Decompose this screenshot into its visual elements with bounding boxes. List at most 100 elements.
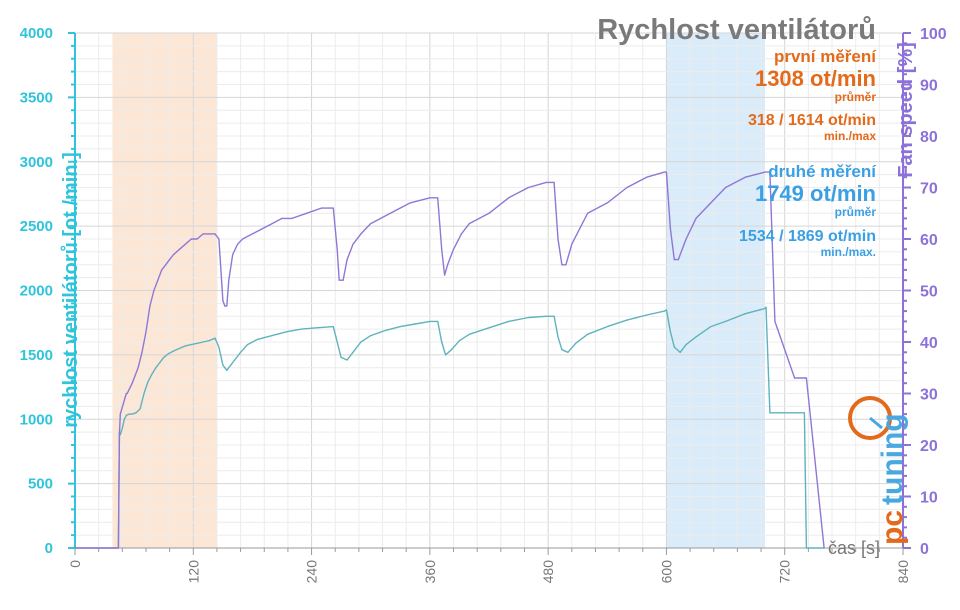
series-point-rpm — [445, 354, 447, 356]
series-point-percent — [695, 217, 697, 219]
first-measurement-minmax: 318 / 1614 ot/min — [748, 112, 876, 129]
series-point-rpm — [352, 351, 354, 353]
y-right-tick-label: 0 — [920, 541, 929, 558]
series-point-percent — [281, 217, 283, 219]
axes — [68, 32, 911, 555]
tick-labels: 0500100015002000250030003500400001020304… — [20, 25, 947, 583]
second-measurement-average: 1749 ot/min — [755, 181, 876, 206]
series-point-percent — [557, 238, 559, 240]
series-point-percent — [214, 233, 216, 235]
series-point-rpm — [545, 315, 547, 317]
x-tick-label: 480 — [540, 560, 556, 584]
series-point-rpm — [370, 334, 372, 337]
series-point-percent — [744, 176, 746, 178]
series-point-percent — [805, 377, 808, 379]
series-point-percent — [527, 186, 530, 189]
series-point-percent — [646, 176, 648, 178]
series-point-percent — [117, 547, 119, 549]
series-point-percent — [208, 233, 210, 235]
series-point-percent — [370, 222, 372, 225]
series-point-percent — [823, 547, 825, 549]
series-point-percent — [119, 413, 121, 415]
series-point-percent — [251, 233, 254, 235]
series-point-percent — [769, 171, 771, 173]
series-point-rpm — [125, 414, 127, 416]
series-point-rpm — [123, 418, 125, 420]
series-point-percent — [441, 248, 443, 250]
series-point-percent — [226, 305, 228, 307]
second-measurement-minmax-label: min./max. — [821, 245, 876, 259]
series-point-rpm — [271, 334, 273, 337]
series-point-percent — [352, 243, 354, 245]
series-point-rpm — [437, 320, 439, 322]
y-left-tick-label: 2000 — [20, 283, 53, 300]
series-point-rpm — [458, 340, 461, 342]
series-point-percent — [291, 217, 293, 219]
series-point-percent — [332, 207, 334, 209]
y-right-tick-label: 60 — [920, 232, 938, 249]
series-point-rpm — [184, 345, 186, 347]
y-left-tick-label: 4000 — [20, 25, 53, 42]
x-tick-label: 360 — [422, 560, 438, 584]
series-point-percent — [172, 253, 175, 256]
series-point-percent — [306, 212, 308, 214]
chart-title: Rychlost ventilátorů — [597, 14, 876, 46]
series-point-rpm — [765, 306, 767, 308]
series-point-percent — [685, 238, 687, 240]
series-point-percent — [149, 305, 151, 307]
y-left-tick-label: 1000 — [20, 411, 53, 428]
series-point-rpm — [553, 315, 555, 317]
first-measurement-heading: první měření — [774, 47, 877, 66]
series-point-rpm — [567, 351, 569, 353]
series-point-rpm — [805, 547, 808, 549]
series-point-rpm — [561, 349, 563, 351]
series-point-rpm — [399, 325, 401, 328]
series-point-percent — [793, 377, 796, 379]
second-measurement-heading: druhé měření — [768, 162, 877, 181]
series-line-percent — [75, 171, 825, 549]
logo-text-tuning: tuning — [876, 413, 909, 505]
series-point-percent — [137, 367, 139, 369]
series-point-percent — [663, 171, 666, 173]
series-point-percent — [724, 186, 727, 189]
series-point-percent — [710, 202, 712, 204]
series-point-rpm — [196, 342, 198, 344]
series-point-percent — [764, 171, 766, 173]
series-point-rpm — [155, 367, 157, 369]
series-point-rpm — [441, 341, 443, 343]
series-point-rpm — [673, 346, 675, 348]
series-point-percent — [460, 233, 462, 235]
series-point-rpm — [685, 343, 687, 346]
y-right-tick-label: 100 — [920, 26, 947, 43]
series-point-percent — [565, 264, 567, 266]
y-axis-left-title: rychlost ventilátorů [ot./min.] — [60, 152, 82, 428]
series-point-percent — [774, 320, 776, 322]
series-point-rpm — [202, 341, 204, 343]
series-point-rpm — [450, 349, 453, 351]
series-point-percent — [545, 181, 547, 183]
y-right-tick-label: 70 — [920, 181, 938, 198]
series-point-rpm — [724, 320, 727, 322]
series-point-rpm — [663, 310, 666, 312]
series-point-rpm — [346, 359, 348, 361]
series-point-percent — [161, 269, 163, 271]
series-point-rpm — [468, 333, 470, 335]
series-point-rpm — [384, 329, 387, 332]
series-point-percent — [429, 197, 431, 199]
x-axis-title: čas [s] — [828, 538, 880, 558]
series-point-rpm — [360, 341, 362, 343]
series-point-rpm — [178, 347, 181, 350]
series-point-rpm — [527, 316, 530, 319]
series-point-percent — [232, 253, 234, 256]
series-point-percent — [190, 238, 192, 240]
series-point-percent — [606, 202, 608, 204]
series-point-rpm — [626, 319, 628, 321]
y-right-tick-label: 30 — [920, 387, 938, 404]
series-point-percent — [224, 305, 226, 307]
series-point-percent — [336, 248, 338, 250]
series-point-rpm — [695, 336, 697, 338]
series-point-rpm — [586, 333, 589, 335]
series-point-percent — [338, 279, 340, 281]
